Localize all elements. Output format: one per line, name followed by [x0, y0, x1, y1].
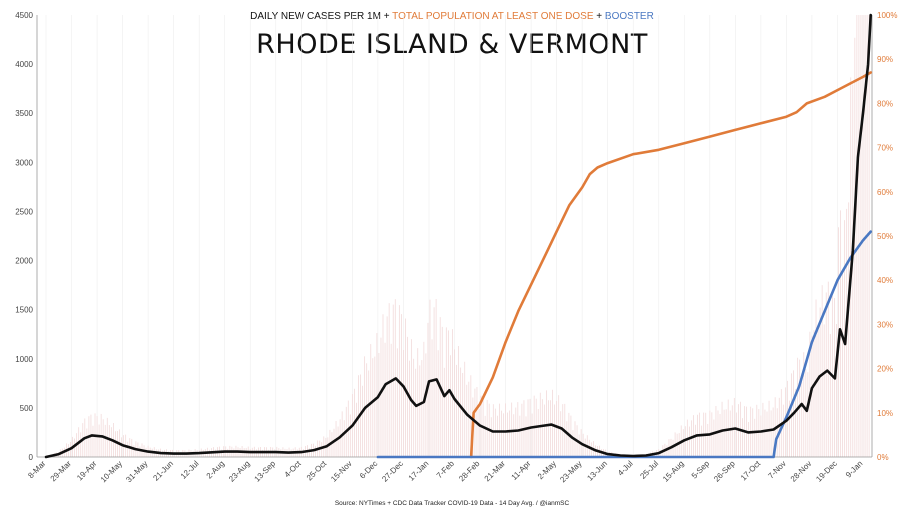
y-left-tick-label: 2000: [15, 257, 33, 266]
chart-title: RHODE ISLAND & VERMONT: [256, 29, 648, 60]
x-tick-label: 27-Dec: [380, 459, 405, 484]
x-tick-label: 31-May: [124, 459, 149, 484]
subtitle-dose: TOTAL POPULATION AT LEAST ONE DOSE: [392, 11, 594, 22]
y-left-tick-label: 1500: [15, 306, 33, 315]
subtitle-cases: DAILY NEW CASES PER 1M: [250, 11, 381, 22]
source-note: Source: NYTimes + CDC Data Tracker COVID…: [335, 500, 570, 507]
x-tick-label: 17-Oct: [739, 459, 763, 483]
y-right-tick-label: 30%: [877, 320, 893, 329]
x-tick-label: 13-Jun: [585, 459, 609, 483]
x-tick-label: 23-Aug: [227, 459, 252, 484]
y-right-tick-label: 60%: [877, 188, 893, 197]
x-tick-label: 28-Feb: [457, 459, 482, 484]
y-left-tick-label: 1000: [15, 355, 33, 364]
x-tick-label: 7-Feb: [435, 459, 457, 481]
x-tick-label: 17-Jan: [407, 459, 431, 483]
x-tick-label: 8-Mar: [26, 459, 47, 480]
series-line-booster: [376, 230, 872, 459]
x-tick-label: 2-Aug: [205, 459, 226, 480]
y-right-tick-label: 0%: [877, 453, 889, 462]
subtitle-plus-1: +: [381, 11, 392, 22]
series: [44, 13, 872, 459]
x-tick-label: 11-Apr: [510, 459, 533, 482]
y-right-tick-label: 10%: [877, 409, 893, 418]
chart-subtitle: DAILY NEW CASES PER 1M + TOTAL POPULATIO…: [250, 11, 654, 22]
x-tick-label: 21-Jun: [151, 459, 175, 483]
y-left-tick-label: 3500: [15, 109, 33, 118]
y-right-tick-label: 20%: [877, 365, 893, 374]
x-tick-label: 13-Sep: [253, 459, 278, 484]
y-left-tick-label: 4500: [15, 11, 33, 20]
subtitle-booster: BOOSTER: [605, 11, 654, 22]
x-tick-label: 10-May: [99, 459, 124, 484]
y-left-tick-label: 4000: [15, 60, 33, 69]
subtitle-plus-2: +: [594, 11, 605, 22]
series-line-dose: [469, 71, 872, 459]
x-tick-label: 26-Sep: [712, 459, 737, 484]
y-right-tick-label: 90%: [877, 55, 893, 64]
x-tick-label: 4-Oct: [283, 459, 304, 480]
x-tick-label: 19-Dec: [814, 459, 839, 484]
x-tick-label: 7-Nov: [766, 459, 787, 480]
x-tick-label: 12-Jul: [179, 459, 201, 481]
x-tick-label: 21-Mar: [483, 459, 508, 484]
x-tick-label: 15-Nov: [329, 459, 354, 484]
x-tick-label: 25-Oct: [305, 459, 329, 483]
y-right-tick-label: 100%: [877, 11, 897, 20]
y-left-tick-label: 2500: [15, 207, 33, 216]
x-tick-label: 29-Mar: [49, 459, 74, 484]
daily-bars: [45, 15, 870, 457]
y-right-tick-label: 40%: [877, 276, 893, 285]
y-right-tick-label: 70%: [877, 144, 893, 153]
x-tick-label: 19-Apr: [75, 459, 99, 483]
x-tick-label: 15-Aug: [661, 459, 686, 484]
y-right-tick-label: 50%: [877, 232, 893, 241]
y-left-tick-label: 3000: [15, 158, 33, 167]
x-tick-label: 9-Jan: [844, 459, 865, 480]
x-tick-label: 4-Jul: [616, 459, 635, 478]
x-tick-label: 25-Jul: [638, 459, 660, 481]
x-tick-label: 23-May: [558, 459, 583, 484]
series-line-cases: [44, 13, 872, 459]
y-left-tick-label: 500: [20, 404, 34, 413]
x-tick-label: 28-Nov: [789, 459, 814, 484]
x-tick-label: 5-Sep: [690, 459, 712, 481]
x-tick-label: 2-May: [536, 459, 558, 481]
x-tick-label: 6-Dec: [358, 459, 379, 480]
y-right-tick-label: 80%: [877, 99, 893, 108]
y-left-tick-label: 0: [29, 453, 34, 462]
